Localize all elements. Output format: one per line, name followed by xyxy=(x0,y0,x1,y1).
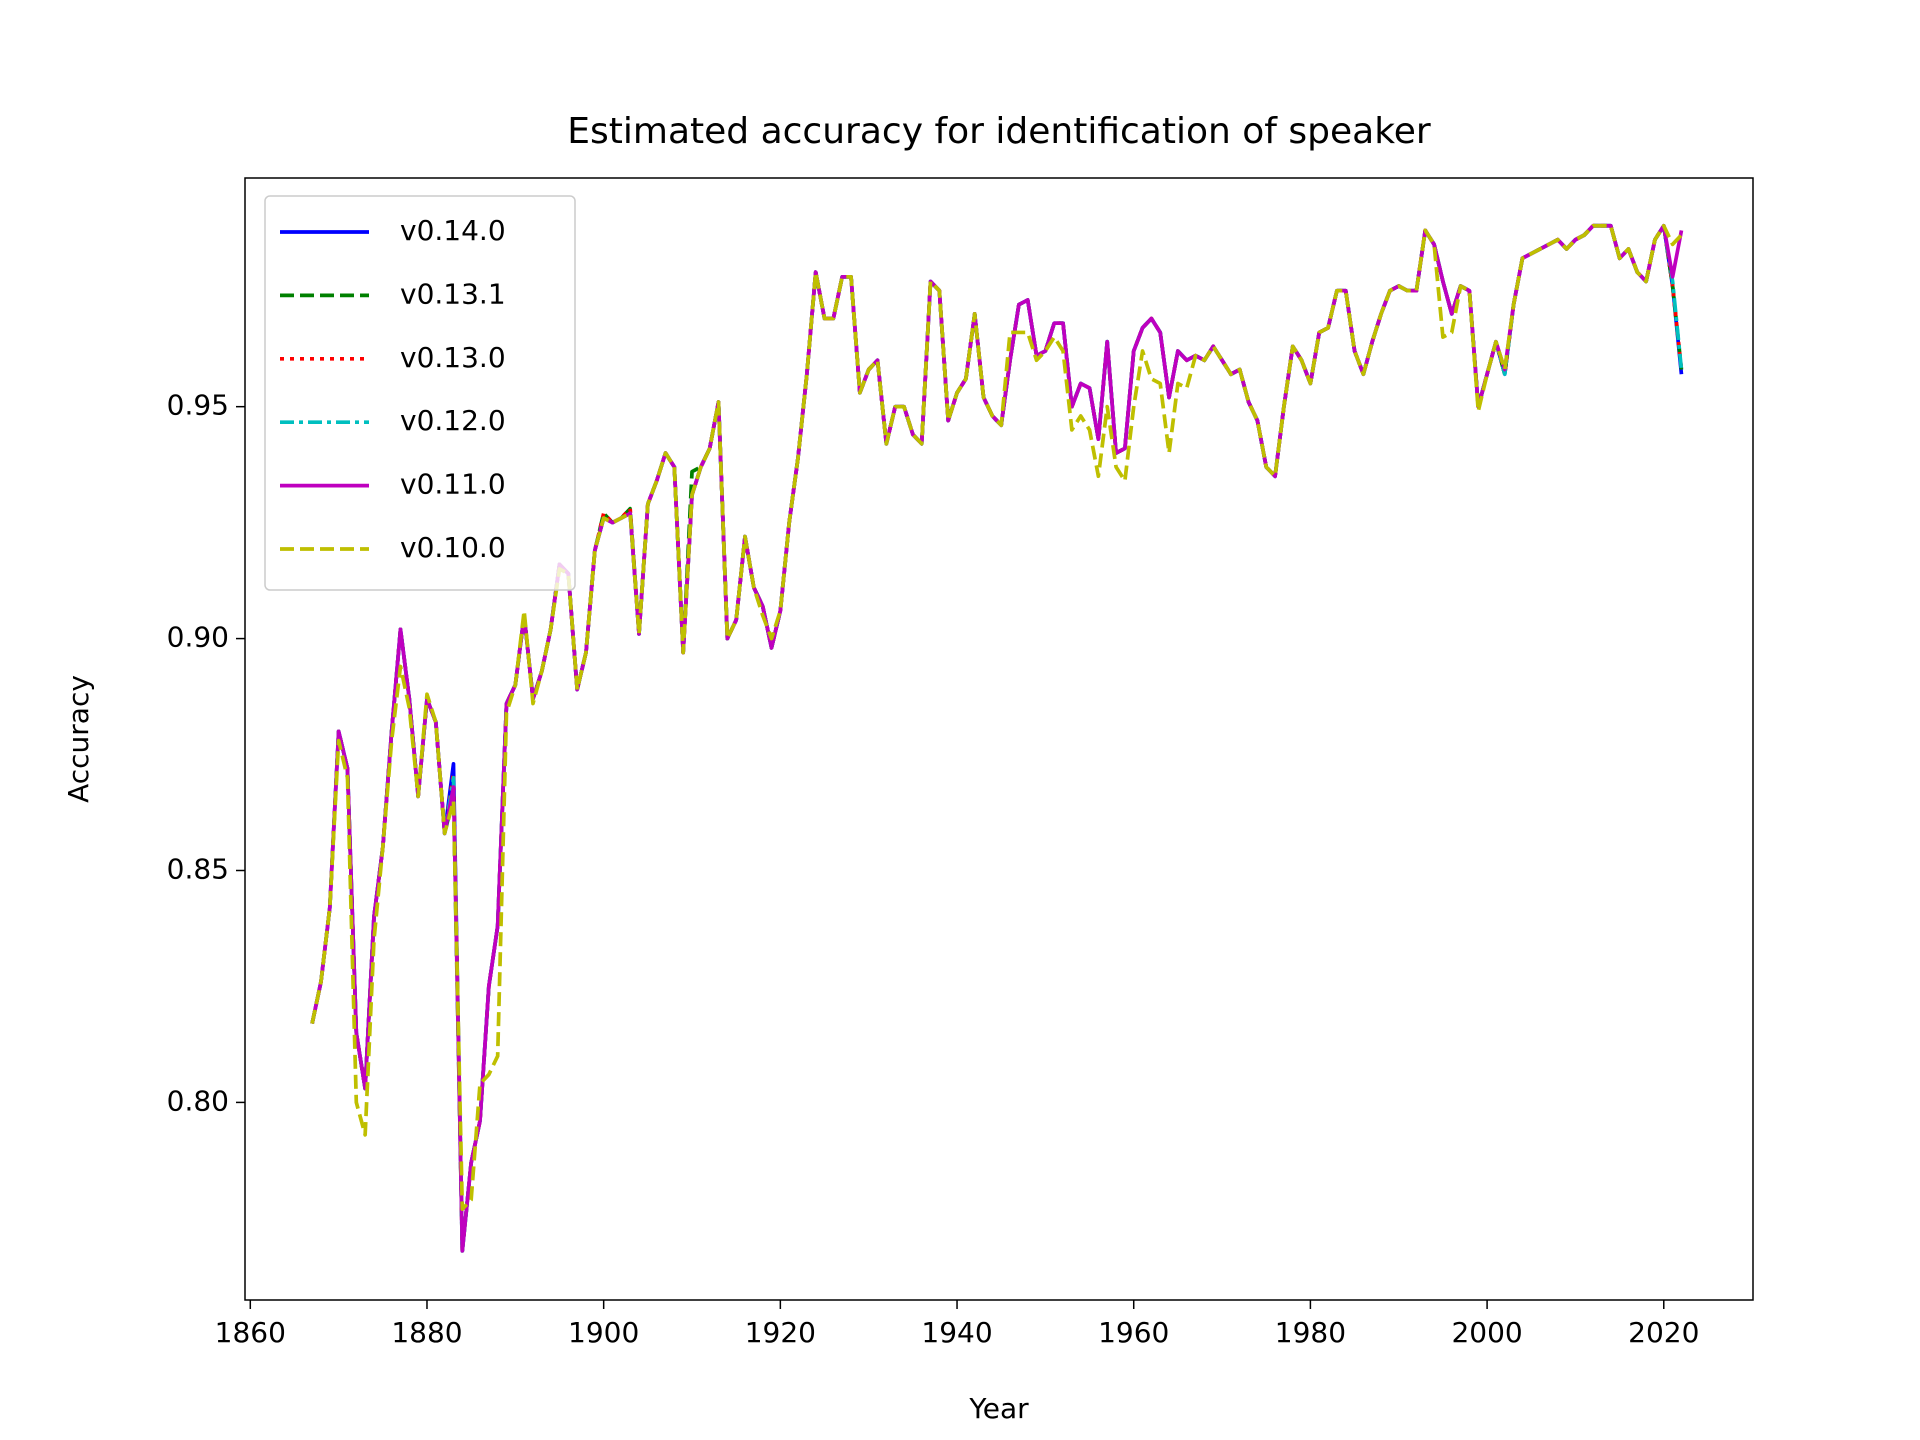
x-tick-label: 1860 xyxy=(215,1316,286,1349)
x-tick-label: 1980 xyxy=(1275,1316,1346,1349)
legend-label: v0.13.1 xyxy=(400,277,506,310)
chart-title: Estimated accuracy for identification of… xyxy=(567,111,1431,152)
legend-label: v0.10.0 xyxy=(400,531,506,564)
x-tick-label: 2020 xyxy=(1628,1316,1699,1349)
series-line xyxy=(310,223,1683,1211)
x-tick-label: 1940 xyxy=(921,1316,992,1349)
legend-label: v0.11.0 xyxy=(400,468,506,501)
plot-frame xyxy=(244,177,1754,1301)
x-axis-label: Year xyxy=(968,1392,1029,1425)
x-tick-label: 1900 xyxy=(568,1316,639,1349)
x-tick-label: 1960 xyxy=(1098,1316,1169,1349)
y-tick-label: 0.95 xyxy=(167,389,229,422)
x-tick-label: 2000 xyxy=(1451,1316,1522,1349)
x-tick-label: 1920 xyxy=(745,1316,816,1349)
y-tick-label: 0.85 xyxy=(167,852,229,885)
y-axis-label: Accuracy xyxy=(62,675,95,803)
legend-label: v0.12.0 xyxy=(400,404,506,437)
legend-label: v0.14.0 xyxy=(400,214,506,247)
y-tick-label: 0.80 xyxy=(167,1084,229,1117)
series-line xyxy=(310,223,1684,1253)
legend-label: v0.13.0 xyxy=(400,341,506,374)
y-tick-label: 0.90 xyxy=(167,621,229,654)
x-tick-label: 1880 xyxy=(391,1316,462,1349)
